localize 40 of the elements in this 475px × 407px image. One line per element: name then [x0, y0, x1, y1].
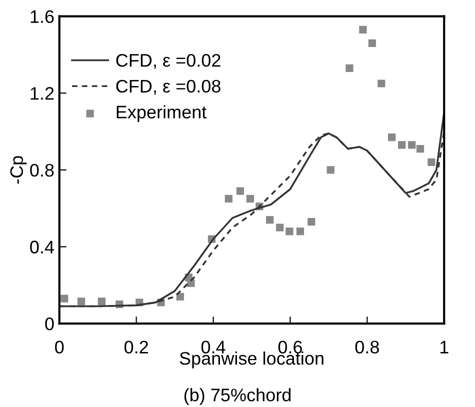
- y-tick-label: 0.4: [30, 240, 54, 254]
- point: [398, 141, 406, 149]
- point: [246, 194, 254, 203]
- x-tick-label: 0: [55, 340, 64, 354]
- text: (b) 75%chord: [184, 388, 291, 405]
- x-tick-label: 0.6: [278, 340, 302, 354]
- point: [98, 298, 106, 306]
- y-tick-label: 0: [45, 318, 54, 330]
- point: [388, 133, 396, 142]
- y-axis-title: -Cp: [10, 156, 27, 184]
- legend-label: Experiment: [116, 105, 207, 122]
- point: [276, 224, 284, 232]
- point: [359, 26, 367, 34]
- legend-label: CFD, ε =0.02: [116, 54, 220, 69]
- point: [368, 39, 376, 47]
- point: [78, 298, 86, 306]
- y-tick-label: 1.6: [30, 10, 54, 23]
- point: [236, 187, 244, 195]
- point: [326, 166, 334, 174]
- x-tick-label: 0.4: [201, 340, 226, 354]
- y-tick-label: 0.8: [30, 164, 54, 177]
- point: [224, 194, 232, 203]
- point: [378, 80, 386, 88]
- point: [296, 228, 304, 236]
- point: [187, 279, 195, 288]
- point: [408, 141, 416, 149]
- point: [60, 294, 68, 302]
- y-tick-label: 1.2: [30, 87, 54, 100]
- point: [176, 292, 184, 300]
- point: [428, 158, 436, 166]
- point: [416, 144, 424, 153]
- point: [286, 228, 294, 236]
- point: [266, 216, 274, 224]
- x-tick-label: 0.2: [124, 340, 148, 354]
- x-axis-title: Spanwise location: [180, 352, 324, 368]
- x-tick-label: 1: [440, 340, 448, 354]
- point: [308, 218, 316, 226]
- x-tick-label: 0.8: [355, 340, 379, 354]
- legend-label: CFD, ε =0.08: [116, 80, 220, 95]
- point: [346, 64, 354, 72]
